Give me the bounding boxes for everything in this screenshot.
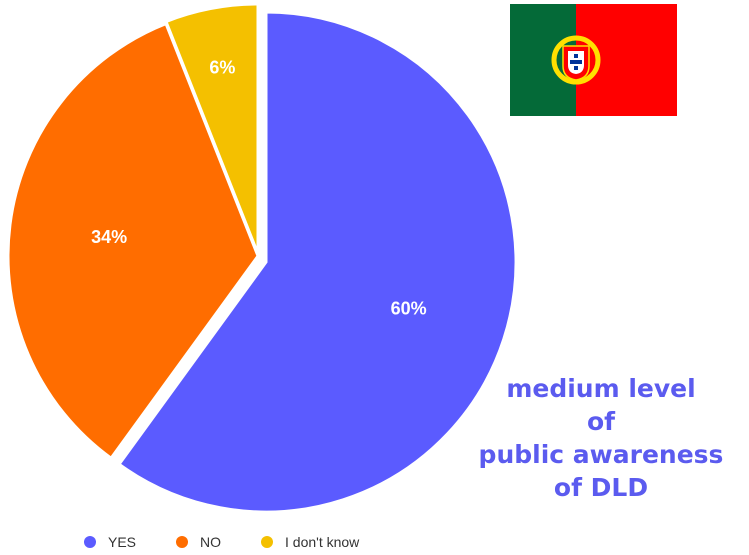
legend-item-dont-know[interactable]: I don't know — [261, 534, 359, 550]
pie-slice-no[interactable] — [6, 21, 260, 461]
pie-value-label: 60% — [391, 298, 427, 318]
awareness-caption: medium level of public awareness of DLD — [455, 372, 747, 504]
pie-value-label: 6% — [209, 57, 235, 77]
pie-slice-i-don-t-know[interactable] — [164, 2, 260, 255]
legend-label: NO — [200, 534, 222, 550]
pie-slice-yes[interactable] — [116, 10, 518, 514]
flag-armillary-sphere — [551, 35, 601, 85]
caption-line: of — [586, 407, 616, 436]
caption-line: medium level — [506, 374, 696, 403]
chart-legend: YES NO I don't know — [84, 534, 399, 550]
legend-label: YES — [108, 534, 137, 550]
caption-line: public awareness — [478, 440, 724, 469]
legend-dot-icon — [84, 536, 96, 548]
flag-red-field — [576, 4, 677, 116]
legend-dot-icon — [176, 536, 189, 548]
pie-value-label: 34% — [91, 227, 127, 247]
flag-quinas — [570, 54, 582, 70]
legend-item-no[interactable]: NO — [176, 534, 221, 550]
legend-label: I don't know — [285, 534, 360, 550]
legend-dot-icon — [261, 536, 274, 548]
pie-value-labels: 60% 34% 6% — [91, 57, 427, 318]
portugal-flag-icon — [510, 4, 677, 116]
pie-slices — [6, 2, 518, 514]
caption-line: of DLD — [553, 473, 649, 502]
legend-item-yes[interactable]: YES — [84, 534, 136, 550]
